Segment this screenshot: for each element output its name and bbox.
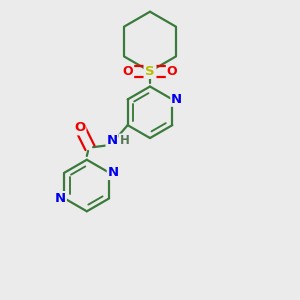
Text: H: H — [120, 134, 130, 147]
Text: N: N — [106, 134, 118, 147]
Text: O: O — [123, 65, 133, 78]
Text: N: N — [171, 93, 182, 106]
Text: S: S — [145, 65, 155, 78]
Text: N: N — [55, 192, 66, 205]
Text: N: N — [108, 166, 119, 179]
Text: O: O — [74, 122, 86, 134]
Text: N: N — [144, 65, 156, 78]
Text: O: O — [167, 65, 177, 78]
